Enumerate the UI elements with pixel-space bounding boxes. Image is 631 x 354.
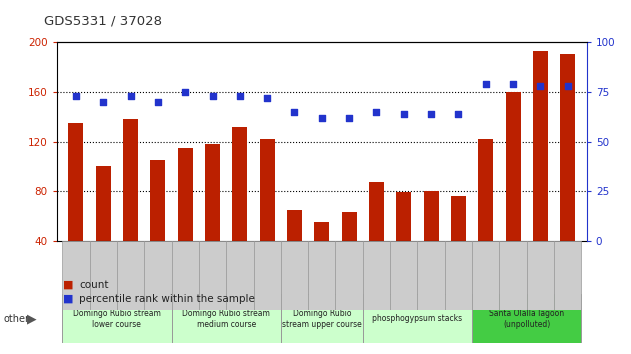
Point	[399, 111, 409, 117]
Bar	[418, 241, 445, 310]
Bar	[445, 241, 472, 310]
Bar	[205, 144, 220, 241]
Bar	[90, 241, 117, 310]
Bar	[150, 160, 165, 241]
Bar	[396, 193, 411, 241]
Bar	[369, 182, 384, 241]
Bar	[472, 294, 581, 343]
Bar	[199, 241, 226, 310]
Bar	[341, 212, 357, 241]
Text: Domingo Rubio
stream upper course: Domingo Rubio stream upper course	[282, 309, 362, 329]
Point	[290, 109, 300, 115]
Point	[153, 99, 163, 105]
Bar	[287, 210, 302, 241]
Point	[180, 89, 191, 95]
Text: Domingo Rubio stream
medium course: Domingo Rubio stream medium course	[182, 309, 270, 329]
Bar	[62, 241, 90, 310]
Point	[426, 111, 436, 117]
Bar	[451, 196, 466, 241]
Point	[98, 99, 109, 105]
Point	[126, 93, 136, 99]
Bar	[172, 241, 199, 310]
Text: percentile rank within the sample: percentile rank within the sample	[79, 294, 255, 304]
Bar	[281, 241, 308, 310]
Bar	[123, 119, 138, 241]
Text: Santa Olalla lagoon
(unpolluted): Santa Olalla lagoon (unpolluted)	[489, 309, 564, 329]
Point	[453, 111, 463, 117]
Text: ■: ■	[63, 280, 74, 290]
Bar	[232, 127, 247, 241]
Bar	[505, 92, 521, 241]
Text: ▶: ▶	[27, 312, 37, 325]
Point	[372, 109, 382, 115]
Text: phosphogypsum stacks: phosphogypsum stacks	[372, 314, 463, 323]
Bar	[172, 294, 281, 343]
Bar	[308, 241, 336, 310]
Bar	[527, 241, 554, 310]
Text: other: other	[3, 314, 29, 324]
Bar	[117, 241, 144, 310]
Bar	[554, 241, 581, 310]
Bar	[281, 294, 363, 343]
Bar	[363, 294, 472, 343]
Bar	[226, 241, 254, 310]
Bar	[178, 148, 192, 241]
Bar	[68, 123, 83, 241]
Bar	[254, 241, 281, 310]
Text: count: count	[79, 280, 109, 290]
Text: Domingo Rubio stream
lower course: Domingo Rubio stream lower course	[73, 309, 161, 329]
Text: ■: ■	[63, 294, 74, 304]
Point	[71, 93, 81, 99]
Bar	[62, 294, 172, 343]
Point	[508, 81, 518, 87]
Bar	[533, 51, 548, 241]
Point	[235, 93, 245, 99]
Bar	[363, 241, 390, 310]
Bar	[478, 139, 493, 241]
Bar	[472, 241, 499, 310]
Point	[535, 83, 545, 89]
Bar	[390, 241, 418, 310]
Point	[317, 115, 327, 121]
Bar	[499, 241, 527, 310]
Bar	[144, 241, 172, 310]
Point	[344, 115, 354, 121]
Point	[208, 93, 218, 99]
Bar	[423, 191, 439, 241]
Bar	[259, 139, 274, 241]
Bar	[314, 222, 329, 241]
Bar	[96, 166, 111, 241]
Text: GDS5331 / 37028: GDS5331 / 37028	[44, 14, 162, 27]
Point	[563, 83, 573, 89]
Point	[481, 81, 491, 87]
Point	[262, 95, 272, 101]
Bar	[560, 53, 575, 241]
Bar	[336, 241, 363, 310]
